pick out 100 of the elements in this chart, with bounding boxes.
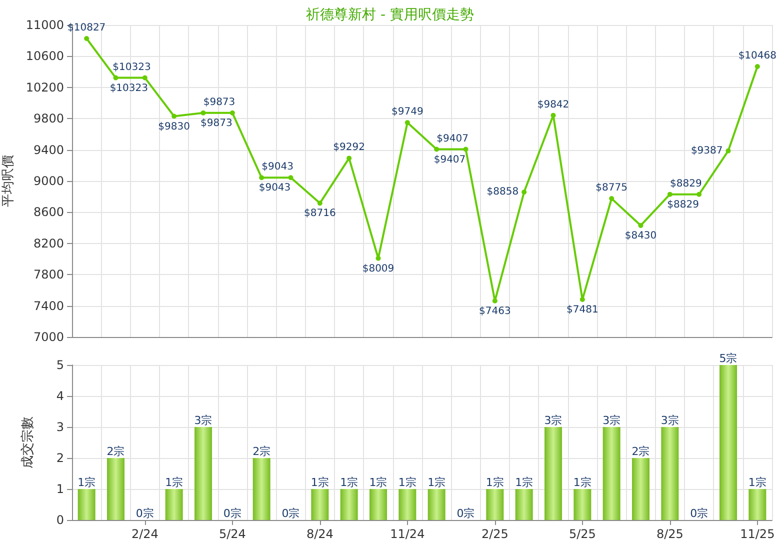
x-tick-label: 11/25 bbox=[740, 527, 775, 541]
data-label: $10468 bbox=[738, 50, 777, 62]
data-label: 0宗 bbox=[223, 507, 242, 520]
data-label: $8829 bbox=[670, 178, 702, 190]
point bbox=[696, 192, 702, 197]
bar bbox=[428, 489, 446, 520]
data-label: $9407 bbox=[434, 154, 466, 166]
data-label: $10323 bbox=[110, 82, 148, 94]
point bbox=[550, 112, 556, 118]
data-label: $9873 bbox=[203, 96, 236, 108]
x-tick-label: 8/24 bbox=[306, 527, 334, 541]
data-label: 1宗 bbox=[78, 476, 96, 489]
data-label: 0宗 bbox=[690, 507, 708, 520]
y-tick-label: 8600 bbox=[33, 205, 64, 220]
bar bbox=[340, 489, 358, 520]
bar bbox=[748, 489, 766, 520]
y-tick-label: 7800 bbox=[33, 268, 64, 282]
data-label: 2宗 bbox=[106, 445, 125, 458]
data-label: $10323 bbox=[112, 62, 151, 73]
data-label: 3宗 bbox=[660, 414, 679, 427]
data-label: 3宗 bbox=[544, 414, 562, 427]
point bbox=[522, 190, 527, 195]
data-label: 0宗 bbox=[136, 507, 154, 520]
data-label: 1宗 bbox=[165, 476, 184, 489]
y-tick-label: 8200 bbox=[33, 236, 64, 250]
point bbox=[230, 110, 235, 116]
bar bbox=[486, 489, 504, 520]
bar bbox=[107, 458, 124, 520]
y-tick-label: 9800 bbox=[33, 112, 64, 126]
x-tick-label: 8/25 bbox=[656, 527, 684, 541]
point bbox=[200, 110, 206, 116]
data-label: $9407 bbox=[436, 133, 468, 144]
x-tick-label: 11/24 bbox=[390, 527, 425, 541]
x-tick-label: 5/25 bbox=[568, 527, 596, 541]
y-tick-label: 9000 bbox=[33, 174, 64, 188]
data-label: $9043 bbox=[258, 182, 291, 194]
chart-title: 祈德尊新村 - 實用呎價走勢 bbox=[306, 7, 474, 23]
point bbox=[288, 175, 294, 180]
x-tick-label: 2/24 bbox=[131, 527, 158, 541]
data-label: 0宗 bbox=[282, 507, 300, 520]
bar bbox=[632, 458, 650, 520]
data-label: 1宗 bbox=[428, 476, 446, 489]
data-label: 3宗 bbox=[602, 414, 621, 427]
x-tick-label: 5/24 bbox=[218, 527, 246, 541]
data-label: 2宗 bbox=[252, 445, 271, 458]
y-tick-label: 1 bbox=[56, 482, 64, 496]
point bbox=[754, 64, 760, 69]
bar bbox=[311, 489, 329, 520]
point bbox=[492, 298, 498, 304]
y-tick-label: 2 bbox=[56, 451, 64, 465]
point bbox=[84, 36, 90, 41]
data-label: 1宗 bbox=[369, 476, 388, 489]
data-label: 1宗 bbox=[340, 476, 358, 489]
data-label: 1宗 bbox=[310, 476, 329, 489]
point bbox=[404, 120, 410, 126]
x-tick-label: 2/25 bbox=[481, 527, 508, 541]
y-tick-label: 0 bbox=[56, 513, 64, 527]
data-label: $7463 bbox=[479, 306, 511, 317]
bar bbox=[78, 489, 96, 520]
data-label: $8716 bbox=[304, 208, 336, 220]
data-label: 1宗 bbox=[748, 476, 766, 489]
data-label: $9292 bbox=[333, 142, 365, 154]
bar bbox=[720, 365, 737, 520]
y-axis-title: 平均呎價 bbox=[0, 155, 16, 207]
y-axis-title: 成交宗數 bbox=[20, 416, 36, 468]
data-label: $9830 bbox=[158, 121, 190, 132]
point bbox=[317, 200, 322, 206]
data-label: $9842 bbox=[537, 99, 570, 110]
bar bbox=[602, 427, 620, 520]
point bbox=[376, 256, 381, 261]
data-label: $9043 bbox=[262, 162, 294, 173]
bar bbox=[252, 458, 270, 520]
point bbox=[609, 196, 614, 202]
data-label: $8009 bbox=[362, 263, 394, 274]
y-tick-label: 7000 bbox=[33, 330, 64, 344]
data-label: $9387 bbox=[690, 145, 723, 156]
bar bbox=[515, 489, 533, 520]
data-label: $8858 bbox=[486, 186, 519, 198]
data-label: $7481 bbox=[566, 304, 598, 316]
data-label: 1宗 bbox=[515, 476, 534, 489]
point bbox=[638, 222, 644, 228]
data-label: 1宗 bbox=[573, 476, 592, 489]
data-label: $9749 bbox=[392, 106, 424, 118]
point bbox=[346, 156, 352, 161]
y-tick-label: 5 bbox=[56, 358, 64, 372]
data-label: 1宗 bbox=[486, 476, 504, 489]
y-tick-label: 4 bbox=[56, 389, 64, 403]
point bbox=[259, 175, 264, 180]
data-label: $9873 bbox=[200, 118, 232, 129]
point bbox=[113, 75, 118, 80]
point bbox=[580, 296, 585, 302]
point bbox=[463, 146, 468, 152]
bar bbox=[544, 427, 562, 520]
point bbox=[726, 148, 731, 154]
point bbox=[434, 146, 440, 152]
y-tick-label: 11000 bbox=[26, 18, 64, 32]
data-label: $8829 bbox=[667, 199, 699, 210]
point bbox=[142, 75, 148, 80]
data-label: $8430 bbox=[624, 230, 657, 242]
bar bbox=[370, 489, 387, 520]
